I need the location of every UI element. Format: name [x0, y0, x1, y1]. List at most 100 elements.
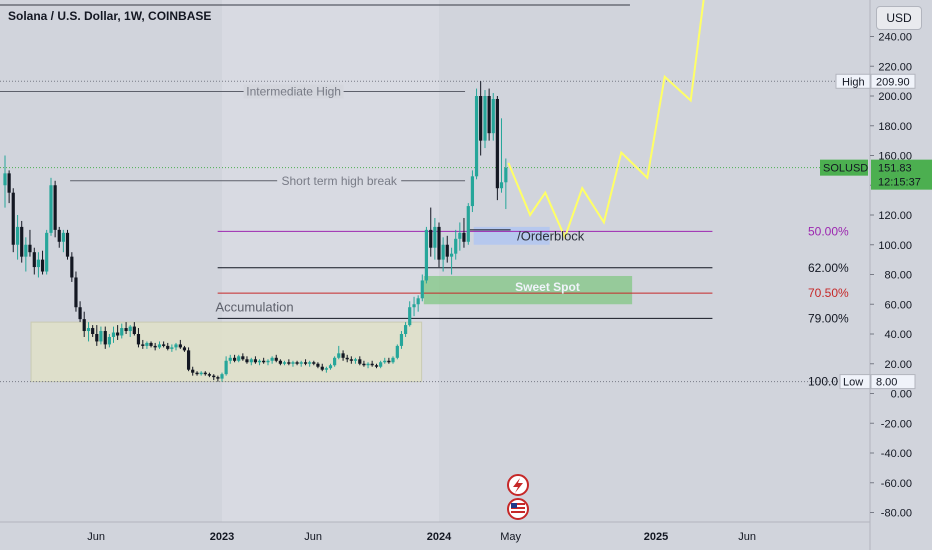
candle-body	[504, 167, 508, 183]
candle-body	[15, 226, 20, 245]
candle-102	[429, 207, 433, 257]
candle-body	[487, 96, 491, 134]
candle-30	[128, 325, 132, 337]
candle-29	[124, 322, 128, 334]
candle-110	[462, 217, 466, 248]
candle-body	[316, 363, 320, 367]
current-price: 151.83	[878, 163, 912, 175]
candle-body	[207, 374, 212, 376]
candle-body	[308, 362, 312, 364]
candle-87	[366, 362, 370, 369]
candle-12	[53, 180, 57, 238]
candle-body	[99, 331, 103, 342]
time-axis[interactable]: Jun 2023 Jun 2024 May 2025 Jun	[87, 531, 756, 543]
candle-78	[328, 363, 333, 370]
candle-body	[270, 357, 274, 361]
candle-7	[32, 247, 36, 275]
price-tick-label: 180.00	[878, 121, 912, 133]
candle-109	[458, 222, 462, 251]
candle-body	[328, 365, 333, 369]
projection-path	[507, 0, 705, 241]
candle-body	[111, 332, 116, 337]
short-term-high-break-bg	[277, 173, 402, 188]
intermediate-high-label: Intermediate High	[246, 85, 341, 99]
fib-label-4: 100.0	[808, 375, 838, 389]
candle-body	[303, 362, 308, 364]
projection	[507, 0, 705, 241]
candle-116	[487, 88, 491, 141]
candle-114	[479, 81, 483, 156]
candle-81	[341, 350, 345, 361]
price-tags: High 209.90 SOLUSD 151.83 12:15:37 Low 8…	[820, 73, 932, 390]
candle-58	[245, 356, 249, 364]
year-shade-2023	[222, 0, 439, 522]
candle-body	[416, 298, 420, 305]
candle-62	[262, 357, 266, 364]
candle-117	[491, 93, 495, 141]
candle-9	[40, 250, 45, 275]
candle-body	[449, 253, 454, 257]
candle-51	[216, 375, 220, 382]
candle-body	[333, 357, 337, 366]
candle-99	[416, 295, 420, 312]
candle-60	[253, 356, 258, 364]
candle-68	[287, 359, 291, 366]
candle-38	[162, 341, 166, 348]
candle-67	[282, 360, 287, 366]
sweet-spot-zone	[423, 275, 633, 305]
price-tick-label: 80.00	[884, 270, 912, 282]
low-value: 8.00	[876, 377, 897, 389]
fib-label-1: 62.00%	[808, 261, 849, 275]
candle-body	[162, 344, 166, 346]
candle-body	[441, 244, 445, 260]
price-tick-label: 200.00	[878, 91, 912, 103]
flash-event-icon[interactable]	[507, 474, 529, 496]
candle-35	[149, 341, 153, 348]
candle-113	[474, 88, 479, 180]
intermediate-high-bg	[243, 84, 344, 99]
candle-body	[287, 362, 291, 364]
us-flag-event-icon[interactable]	[507, 498, 529, 520]
candle-body	[28, 244, 32, 253]
candle-body	[103, 331, 107, 345]
price-tick-label: -80.00	[881, 508, 912, 520]
candle-45	[191, 366, 195, 376]
low-label: Low	[843, 377, 863, 389]
symbol-tag-box	[820, 159, 868, 176]
candle-body	[145, 342, 149, 346]
candle-17	[74, 271, 78, 312]
candle-body	[24, 244, 28, 257]
price-tick-label: 120.00	[878, 210, 912, 222]
candle-90	[379, 360, 383, 369]
candle-71	[299, 360, 303, 367]
candle-body	[70, 256, 74, 278]
candle-112	[470, 170, 475, 213]
fib-label-0: 50.00%	[808, 224, 849, 238]
price-tick-label: 0.00	[891, 389, 912, 401]
candle-72	[303, 359, 308, 366]
candle-body	[370, 363, 374, 366]
candle-body	[199, 372, 203, 375]
high-label: High	[842, 76, 865, 88]
candle-2	[11, 188, 15, 253]
candle-body	[116, 332, 120, 336]
candle-body	[266, 360, 270, 363]
price-tick-label: -20.00	[881, 418, 912, 430]
candle-47	[199, 371, 203, 376]
candle-0	[3, 155, 7, 208]
candle-86	[362, 360, 366, 367]
candle-body	[220, 374, 224, 379]
candle-body	[136, 334, 141, 345]
candle-body	[49, 185, 53, 233]
candle-73	[308, 360, 312, 367]
candle-40	[170, 344, 174, 352]
candle-37	[157, 341, 162, 349]
currency-button[interactable]: USD	[876, 6, 922, 30]
candle-body	[470, 176, 475, 207]
candle-101	[424, 226, 429, 284]
candle-53	[224, 356, 228, 376]
candle-55	[232, 354, 237, 363]
price-tick-label: 220.00	[878, 61, 912, 73]
candle-11	[49, 177, 53, 236]
bar-countdown: 12:15:37	[878, 177, 921, 189]
